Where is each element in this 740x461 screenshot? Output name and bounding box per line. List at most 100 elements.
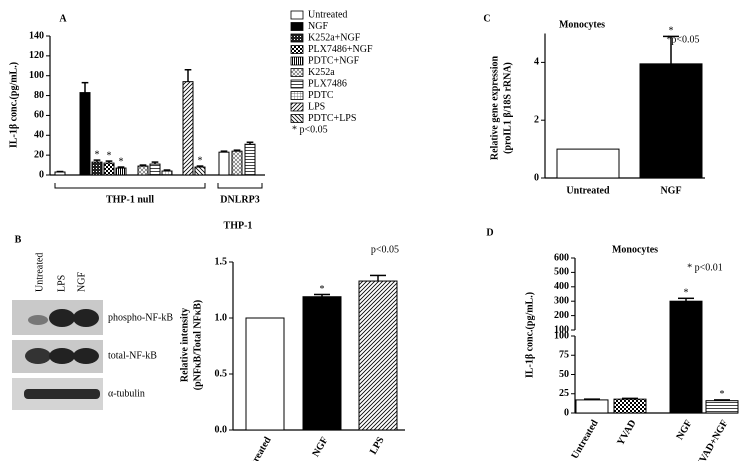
bar [231,150,243,176]
y-tick-label: 75 [559,350,569,361]
bar [161,170,173,176]
y-tick-label: 0.0 [215,424,228,435]
y-axis-label: Relative gene expression [489,55,500,160]
bar [103,162,115,176]
x-tick-label: LPS [368,435,387,457]
y-tick-label: 40 [34,130,44,141]
bar [669,300,703,414]
y-tick-label: 200 [554,310,569,321]
lane-label: NGF [76,272,87,292]
bar [302,296,342,431]
bar [79,92,91,176]
legend-label: PDTC+LPS [308,113,356,124]
bar [149,163,161,176]
y-tick-label: 500 [554,267,569,278]
band-label: phospho-NF-kB [108,312,173,323]
bar [575,399,609,414]
bar [245,317,285,431]
legend-swatch [290,102,304,112]
significance-mark: * [720,389,725,400]
lane-label: Untreated [34,253,45,292]
legend-label: K252a+NGF [308,32,361,43]
legend-swatch [290,79,304,89]
legend-swatch [290,45,304,54]
blot-band [49,309,75,327]
y-axis-label: Relative intensity [179,308,190,382]
bar [182,81,194,176]
y-tick-label: 100 [29,70,44,81]
bar [244,143,256,176]
bar [556,148,620,179]
significance-mark: * [107,150,112,161]
blot-band [24,389,100,399]
group-label: THP-1 null [106,194,154,205]
legend-label: PLX7486 [308,78,347,89]
significance-mark: * [320,284,325,295]
significance-mark: * [669,26,674,37]
bar [218,151,230,176]
y-tick-label: 140 [29,30,44,41]
legend-label: K252a [308,67,335,78]
group-label: DNLRP3 [220,194,259,205]
y-tick-label: 120 [29,50,44,61]
bar [91,161,103,176]
y-tick-label: 0 [39,169,44,180]
x-tick-label: NGF [660,185,681,196]
bar [54,171,66,176]
blot: Untreated LPS NGF phospho-NF-kB total-NF… [12,253,173,410]
legend-swatch [290,56,304,66]
bar [358,280,398,431]
bar [613,398,647,414]
y-tick-label: 1.0 [215,312,228,323]
y-tick-label: 20 [34,149,44,160]
significance-mark: * [119,156,124,167]
x-tick-label: Untreated [566,185,610,196]
y-axis-label: (pNFκB/Total NFκB) [192,300,203,390]
chart-title: Monocytes [612,244,658,255]
y-tick-label: 4 [534,57,539,68]
x-tick-label: NGF [675,418,695,442]
y-tick-label: 0 [534,172,539,183]
y-axis-label: (proIL1 β/18S rRNA) [502,62,513,154]
legend-note: * p<0.05 [292,124,328,135]
significance-mark: * [95,149,100,160]
x-tick-label: YVAD+NGF [694,418,731,461]
legend-label: LPS [308,101,325,112]
legend-label: PDTC [308,90,334,101]
y-tick-label: 100 [554,330,569,341]
y-tick-label: 600 [554,252,569,263]
blot-band [73,309,99,327]
group-bracket [54,183,206,189]
panel-letter: C [483,13,490,24]
y-tick-label: 0.5 [215,368,228,379]
y-tick-label: 25 [559,388,569,399]
blot-band [28,315,48,325]
legend-swatch [290,68,304,77]
y-tick-label: 300 [554,295,569,306]
y-tick-label: 400 [554,281,569,292]
legend-swatch [290,91,304,100]
legend-swatch [290,22,304,31]
y-axis-label: IL-1β conc.(pg/mL.) [8,62,19,148]
annotation: * p<0.01 [687,262,723,273]
bar [639,63,703,179]
y-tick-label: 80 [34,90,44,101]
legend-swatch [290,10,304,20]
bar [115,167,127,176]
panel-letter: A [59,13,67,24]
annotation: p<0.05 [371,244,399,255]
group-bracket [217,183,263,189]
legend-label: Untreated [308,9,347,20]
significance-mark: * [198,155,203,166]
legend-label: PDTC+NGF [308,55,360,66]
y-tick-label: 0 [564,407,569,418]
band-label: α-tubulin [108,388,145,399]
bar [705,400,739,414]
x-tick-label: Untreated [569,418,600,461]
y-tick-label: 50 [559,369,569,380]
blot-band [25,348,51,364]
legend-swatch [290,33,304,43]
panel-letter: B [15,234,22,245]
legend-label: NGF [308,21,328,32]
